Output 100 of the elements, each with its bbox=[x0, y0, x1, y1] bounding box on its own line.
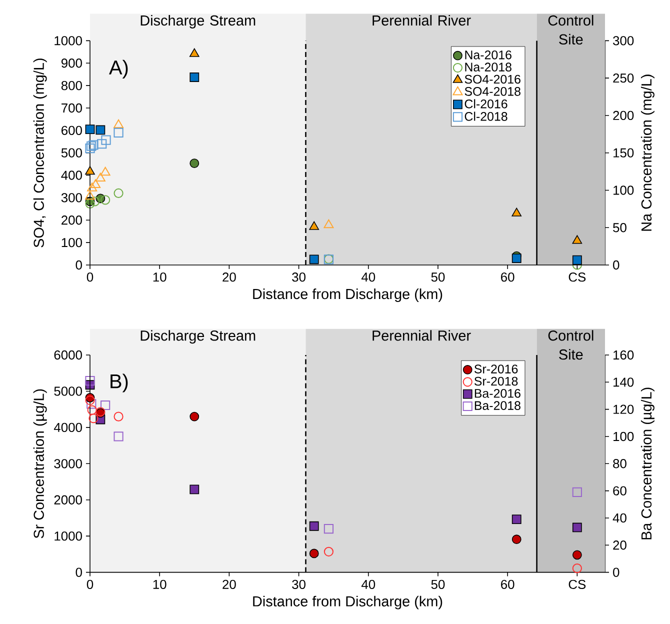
point bbox=[572, 564, 582, 574]
legend-label: Ba-2016 bbox=[474, 388, 520, 398]
point bbox=[512, 208, 522, 216]
point bbox=[324, 219, 334, 228]
y-tick-label: 5000 bbox=[54, 386, 82, 396]
band-label: Discharge Stream bbox=[140, 14, 256, 28]
point bbox=[324, 546, 334, 556]
point bbox=[100, 400, 110, 410]
point bbox=[512, 514, 522, 524]
band-label: Perennial River bbox=[372, 14, 471, 26]
x-tick-label: 40 bbox=[361, 272, 376, 282]
point bbox=[90, 196, 100, 206]
y2-tick-label: 120 bbox=[614, 404, 634, 414]
x-axis-title: Distance from Discharge (km) bbox=[253, 596, 442, 610]
annotation: B) bbox=[110, 374, 128, 392]
y-tick-label: 4000 bbox=[54, 422, 82, 432]
band-label: Discharge Stream bbox=[140, 330, 256, 344]
point bbox=[95, 172, 106, 182]
point bbox=[189, 48, 200, 57]
legend-label: Cl-2018 bbox=[464, 112, 508, 121]
y2-tick-label: 50 bbox=[613, 223, 626, 232]
point bbox=[90, 179, 101, 188]
x-axis-title: Distance from Discharge (km) bbox=[253, 288, 442, 302]
y2-tick-label: 300 bbox=[613, 36, 634, 46]
y2-tick-label: 80 bbox=[613, 459, 626, 468]
y-tick-label: 2000 bbox=[54, 495, 82, 504]
y-tick-label: 900 bbox=[61, 58, 82, 68]
point bbox=[309, 254, 319, 264]
legend-label: Na-2016 bbox=[465, 50, 512, 60]
point bbox=[87, 182, 98, 192]
x-tick-label: 10 bbox=[153, 580, 166, 589]
point bbox=[324, 524, 334, 534]
point bbox=[100, 166, 110, 176]
y2-tick-label: 250 bbox=[613, 73, 634, 83]
y-tick-label: 400 bbox=[61, 170, 82, 180]
y2-tick-label: 40 bbox=[612, 513, 626, 523]
band-label: Control Site bbox=[548, 330, 594, 360]
x-tick-label: CS bbox=[568, 580, 586, 589]
y-axis-title: SO4, Cl Concentration (mg/L) bbox=[33, 58, 47, 248]
x-tick-label: 30 bbox=[292, 272, 306, 282]
point bbox=[87, 405, 97, 415]
point bbox=[85, 376, 95, 386]
x-tick-label: 30 bbox=[292, 580, 306, 589]
point bbox=[309, 548, 319, 558]
point bbox=[85, 124, 95, 134]
point bbox=[572, 235, 582, 244]
point bbox=[114, 412, 124, 422]
y-tick-label: 600 bbox=[62, 126, 82, 135]
x-tick-label: CS bbox=[568, 272, 586, 282]
x-tick-label: 10 bbox=[153, 272, 166, 282]
y-tick-label: 500 bbox=[61, 148, 82, 158]
x-tick-label: 20 bbox=[222, 272, 236, 282]
legend-label: SO4-2016 bbox=[464, 74, 520, 84]
y-tick-label: 0 bbox=[76, 568, 82, 577]
point bbox=[572, 487, 582, 497]
y2-tick-label: 0 bbox=[613, 568, 620, 577]
x-tick-label: 20 bbox=[222, 580, 236, 589]
x-tick-label: 40 bbox=[361, 580, 376, 589]
band-label: Control Site bbox=[548, 14, 594, 45]
y2-tick-label: 0 bbox=[613, 260, 620, 270]
y-tick-label: 3000 bbox=[54, 459, 82, 468]
point bbox=[85, 395, 95, 406]
y2-tick-label: 100 bbox=[614, 432, 634, 442]
y-tick-label: 800 bbox=[61, 80, 82, 90]
point bbox=[190, 484, 200, 494]
y-tick-label: 300 bbox=[61, 193, 82, 202]
point bbox=[512, 254, 522, 263]
y2-axis-title: Ba Concentration (µg/L) bbox=[640, 388, 654, 540]
y2-tick-label: 160 bbox=[614, 350, 634, 360]
y2-axis-title: Na Concentration (mg/L) bbox=[640, 74, 654, 231]
y-tick-label: 0 bbox=[76, 260, 82, 270]
point bbox=[572, 522, 582, 532]
point bbox=[309, 221, 319, 230]
y2-tick-label: 200 bbox=[613, 110, 634, 120]
point bbox=[190, 72, 200, 82]
y-tick-label: 1000 bbox=[54, 531, 82, 541]
legend-label: Sr-2016 bbox=[474, 364, 518, 374]
point bbox=[86, 399, 96, 409]
annotation: A) bbox=[109, 60, 128, 78]
point bbox=[512, 534, 522, 544]
legend-label: SO4-2018 bbox=[464, 87, 520, 96]
point bbox=[190, 158, 200, 168]
point bbox=[572, 255, 582, 265]
x-tick-label: 0 bbox=[86, 272, 94, 282]
y2-tick-label: 140 bbox=[614, 378, 634, 387]
legend-label: Sr-2018 bbox=[474, 376, 518, 386]
point bbox=[97, 139, 107, 149]
legend-label: Na-2018 bbox=[465, 62, 512, 72]
y-tick-label: 1000 bbox=[54, 36, 82, 46]
y-tick-label: 6000 bbox=[54, 350, 82, 360]
point bbox=[114, 188, 124, 198]
point bbox=[309, 521, 319, 531]
x-tick-label: 50 bbox=[431, 272, 445, 282]
point bbox=[96, 125, 106, 135]
point bbox=[114, 128, 124, 138]
x-tick-label: 50 bbox=[431, 580, 445, 589]
point bbox=[84, 190, 96, 200]
x-tick-label: 60 bbox=[501, 272, 514, 282]
y-axis-title: Sr Concentration (µg/L) bbox=[33, 389, 47, 538]
point bbox=[572, 550, 582, 560]
